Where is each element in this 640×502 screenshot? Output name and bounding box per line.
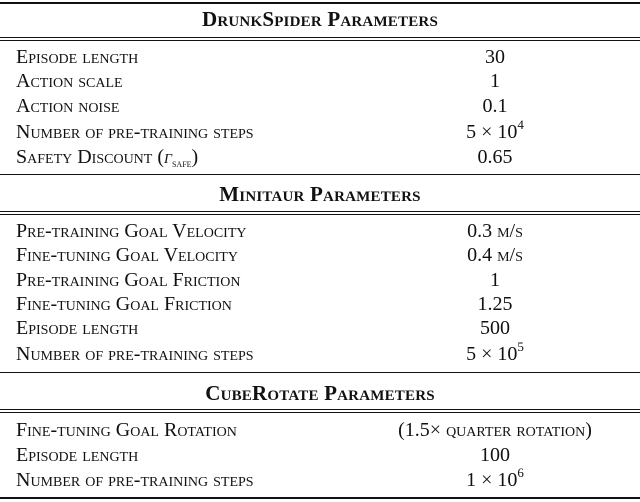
row-label: Fine-tuning Goal Friction: [16, 293, 232, 315]
label-main: Safety Discount (: [16, 146, 165, 168]
section-rule: [0, 412, 640, 413]
row-label: Fine-tuning Goal Velocity: [16, 244, 238, 266]
table-row: Action scale 1: [0, 69, 640, 93]
row-label: Fine-tuning Goal Rotation: [16, 419, 237, 441]
label-close: ): [191, 146, 199, 168]
gamma-symbol: γ: [164, 146, 172, 168]
section-title-minitaur: Minitaur Parameters: [219, 182, 421, 206]
bottom-rule: [0, 497, 640, 499]
table-row: Fine-tuning Goal Friction 1.25: [0, 292, 640, 316]
table-row: Episode length 100: [0, 443, 640, 467]
top-rule: [0, 2, 640, 4]
table-row: Episode length 30: [0, 45, 640, 69]
row-value: 100: [480, 444, 510, 466]
row-value: 0.4 m/s: [360, 243, 630, 267]
section-rule: [0, 37, 640, 38]
section-rule: [0, 409, 640, 410]
row-value: 1: [490, 269, 500, 291]
row-value: 0.65: [477, 146, 513, 168]
row-label: Number of pre-training steps: [16, 469, 254, 491]
table-row: Pre-training Goal Friction 1: [0, 268, 640, 292]
table-row: Action noise 0.1: [0, 94, 640, 118]
table-row: Number of pre-training steps 5 × 105: [0, 339, 640, 366]
value-open: (1.5×: [398, 419, 442, 441]
value-number: 0.3: [467, 220, 493, 242]
value-base: 1 × 10: [466, 469, 518, 491]
row-value: (1.5× quarter rotation): [360, 418, 630, 442]
row-label: Episode length: [16, 317, 139, 339]
value-exponent: 6: [517, 465, 524, 480]
section-rule: [0, 372, 640, 373]
row-value: 30: [485, 46, 505, 68]
section-rule: [0, 211, 640, 212]
row-label: Safety Discount (γsafe): [16, 145, 198, 169]
row-label: Pre-training Goal Velocity: [16, 220, 247, 242]
value-exponent: 4: [517, 117, 524, 132]
row-value: 500: [480, 317, 510, 339]
row-label: Episode length: [16, 46, 139, 68]
section-rule: [0, 214, 640, 215]
row-label: Episode length: [16, 444, 139, 466]
section-title-cuberotate: CubeRotate Parameters: [205, 381, 435, 405]
value-number: 0.4: [467, 244, 493, 266]
section-title-drunkspider: DrunkSpider Parameters: [201, 7, 438, 31]
row-label: Number of pre-training steps: [16, 121, 254, 143]
value-base: 5 × 10: [466, 121, 518, 143]
table-row: Number of pre-training steps 1 × 106: [0, 465, 640, 492]
gamma-subscript: safe: [171, 156, 192, 170]
value-base: 5 × 10: [466, 343, 518, 365]
value-unit: m/s: [497, 220, 523, 242]
value-unit: m/s: [497, 244, 523, 266]
section-rule: [0, 40, 640, 41]
table-row: Pre-training Goal Velocity 0.3 m/s: [0, 219, 640, 243]
value-unit: quarter rotation): [446, 419, 592, 441]
table-row: Fine-tuning Goal Rotation (1.5× quarter …: [0, 418, 640, 442]
row-value: 0.1: [482, 95, 508, 117]
row-value: 5 × 104: [360, 117, 630, 144]
table-row: Safety Discount (γsafe) 0.65: [0, 145, 640, 169]
row-label: Pre-training Goal Friction: [16, 269, 241, 291]
table-row: Number of pre-training steps 5 × 104: [0, 117, 640, 144]
row-value: 1: [490, 70, 500, 92]
row-label: Action noise: [16, 95, 120, 117]
row-value: 1 × 106: [360, 465, 630, 492]
row-label: Number of pre-training steps: [16, 343, 254, 365]
section-rule: [0, 174, 640, 175]
row-label: Action scale: [16, 70, 123, 92]
table-row: Episode length 500: [0, 316, 640, 340]
row-value: 1.25: [477, 293, 513, 315]
row-value: 5 × 105: [360, 339, 630, 366]
row-value: 0.3 m/s: [360, 219, 630, 243]
value-exponent: 5: [517, 339, 524, 354]
table-row: Fine-tuning Goal Velocity 0.4 m/s: [0, 243, 640, 267]
